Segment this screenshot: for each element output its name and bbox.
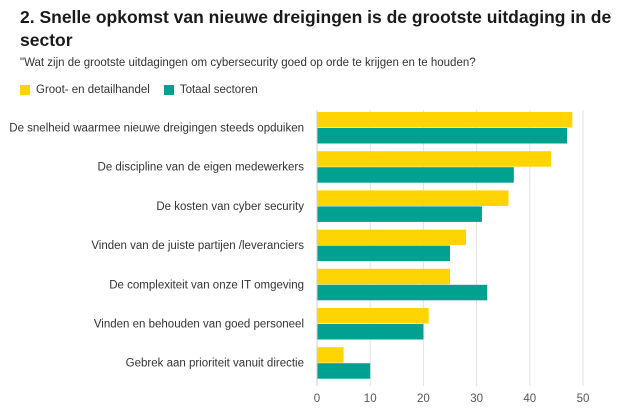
- chart-title: 2. Snelle opkomst van nieuwe dreigingen …: [20, 7, 612, 50]
- bar-total-2: [317, 206, 482, 222]
- bar-retail-0: [317, 112, 573, 128]
- bar-total-5: [317, 324, 424, 340]
- legend-label-total: Totaal sectoren: [179, 84, 258, 96]
- legend-label-retail: Groot- en detailhandel: [36, 84, 150, 96]
- category-label-1: De discipline van de eigen medewerkers: [98, 162, 305, 174]
- x-tick-label-40: 40: [523, 393, 536, 405]
- category-label-4: De complexiteit van onze IT omgeving: [109, 279, 304, 291]
- x-tick-label-50: 50: [577, 393, 590, 405]
- legend-swatch-retail: [20, 85, 30, 95]
- legend-item-total: Totaal sectoren: [163, 84, 258, 96]
- x-tick-label-10: 10: [364, 393, 377, 405]
- bar-total-3: [317, 245, 450, 262]
- bar-total-4: [317, 284, 488, 301]
- category-label-6: Gebrek aan prioriteit vanuit directie: [126, 358, 304, 370]
- category-label-3: Vinden van de juiste partijen /leveranci…: [91, 240, 304, 252]
- bar-total-1: [317, 167, 514, 183]
- legend-item-retail: Groot- en detailhandel: [20, 84, 150, 96]
- bar-retail-4: [317, 268, 450, 285]
- category-label-2: De kosten van cyber security: [156, 201, 304, 213]
- category-label-5: Vinden en behouden van goed personeel: [94, 319, 304, 331]
- bar-retail-5: [317, 308, 429, 324]
- bar-retail-3: [317, 229, 466, 246]
- chart-subtitle: "Wat zijn de grootste uitdagingen om cyb…: [20, 57, 476, 69]
- x-tick-label-20: 20: [417, 393, 430, 405]
- bar-total-6: [317, 363, 371, 379]
- x-tick-label-30: 30: [470, 393, 483, 405]
- bar-retail-2: [317, 190, 509, 206]
- bar-retail-6: [317, 347, 344, 363]
- bar-retail-1: [317, 151, 552, 167]
- legend-swatch-total: [163, 85, 174, 95]
- x-tick-label-0: 0: [314, 393, 320, 405]
- bar-total-0: [317, 128, 568, 144]
- category-label-0: De snelheid waarmee nieuwe dreigingen st…: [9, 123, 304, 135]
- legend: Groot- en detailhandel Totaal sectoren: [20, 84, 272, 96]
